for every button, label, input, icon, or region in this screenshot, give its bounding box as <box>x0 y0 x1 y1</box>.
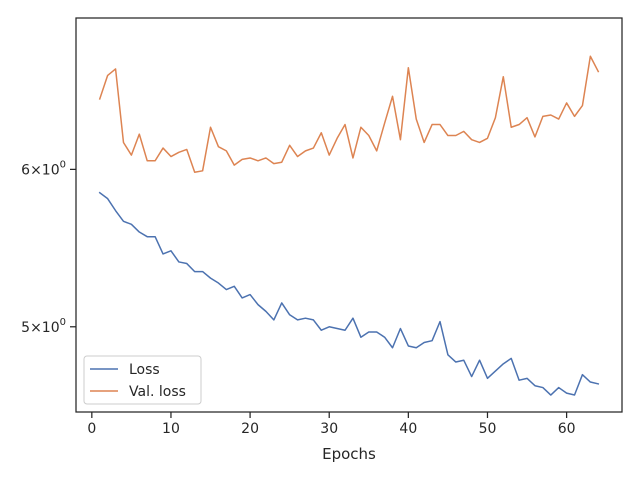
series-line-val-loss <box>98 55 600 174</box>
plot-area <box>75 17 623 413</box>
x-tick-label: 10 <box>162 421 180 437</box>
axes-frame <box>75 17 623 413</box>
x-axis-label: Epochs <box>322 445 376 463</box>
legend-entry-label: Val. loss <box>129 384 186 400</box>
x-axis-ticks: 0 10 20 30 40 50 60 <box>87 412 576 437</box>
y-tick-label: 5×100 <box>21 317 66 336</box>
legend-entry-label: Loss <box>129 362 160 378</box>
x-tick-label: 40 <box>399 421 417 437</box>
legend-box <box>83 355 202 405</box>
x-tick-label: 50 <box>479 421 497 437</box>
x-tick-label: 60 <box>558 421 576 437</box>
x-tick-label: 30 <box>320 421 338 437</box>
x-tick-label: 20 <box>241 421 259 437</box>
y-axis-ticks: 5×100 6×100 <box>21 159 76 336</box>
series-line-loss <box>98 191 600 396</box>
x-tick-label: 0 <box>87 421 96 437</box>
legend: Loss Val. loss <box>83 355 202 405</box>
y-tick-label: 6×100 <box>21 159 66 178</box>
